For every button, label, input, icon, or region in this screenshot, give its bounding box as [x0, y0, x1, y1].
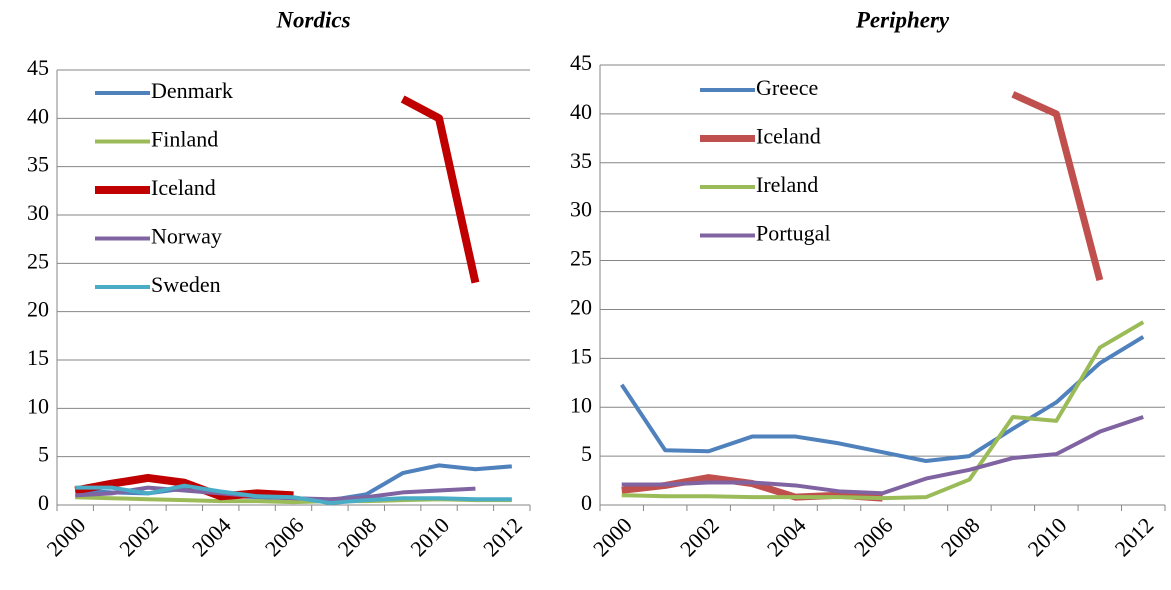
- y-tick-label: 45: [570, 50, 592, 75]
- y-tick-label: 30: [27, 200, 49, 225]
- x-tick-label: 2012: [1110, 512, 1159, 561]
- series-line: [620, 335, 1145, 463]
- legend-label: Iceland: [151, 175, 216, 200]
- x-tick-label: 2010: [405, 512, 454, 561]
- y-tick-label: 30: [570, 197, 592, 222]
- y-tick-label: 20: [570, 294, 592, 319]
- x-tick-label: 2004: [187, 512, 236, 561]
- legend-label: Sweden: [151, 272, 221, 297]
- y-tick-label: 35: [27, 152, 49, 177]
- y-tick-label: 0: [38, 490, 49, 515]
- y-tick-label: 5: [38, 442, 49, 467]
- series-line: [621, 320, 1145, 501]
- y-tick-label: 40: [570, 99, 592, 124]
- legend-label: Portugal: [756, 221, 831, 246]
- legend-label: Greece: [756, 75, 818, 100]
- series-line: [75, 483, 512, 506]
- x-tick-label: 2010: [1023, 512, 1072, 561]
- series-line: [621, 415, 1144, 496]
- y-tick-label: 0: [581, 490, 592, 515]
- series-line: [621, 91, 1104, 502]
- y-tick-label: 40: [27, 103, 49, 128]
- y-tick-label: 25: [27, 248, 49, 273]
- x-tick-label: 2006: [260, 512, 309, 561]
- x-tick-label: 2002: [675, 512, 724, 561]
- y-tick-label: 5: [581, 441, 592, 466]
- x-tick-label: 2008: [936, 512, 985, 561]
- x-tick-label: 2008: [333, 512, 382, 561]
- y-tick-label: 20: [27, 297, 49, 322]
- legend-label: Iceland: [756, 124, 821, 149]
- x-tick-label: 2012: [478, 512, 527, 561]
- x-tick-label: 2002: [114, 512, 163, 561]
- legend-label: Finland: [151, 127, 218, 152]
- y-tick-label: 15: [570, 343, 592, 368]
- y-tick-label: 15: [27, 345, 49, 370]
- y-tick-label: 25: [570, 246, 592, 271]
- x-tick-label: 2006: [849, 512, 898, 561]
- legend-label: Norway: [151, 224, 222, 249]
- y-tick-label: 35: [570, 148, 592, 173]
- y-tick-label: 10: [570, 392, 592, 417]
- chart-title: Nordics: [275, 7, 350, 32]
- x-tick-label: 2000: [588, 512, 637, 561]
- x-tick-label: 2004: [762, 512, 811, 561]
- legend-label: Ireland: [756, 172, 818, 197]
- legend-label: Denmark: [151, 78, 233, 103]
- y-tick-label: 45: [27, 55, 49, 80]
- y-tick-label: 10: [27, 393, 49, 418]
- series-line: [74, 95, 480, 501]
- chart-title: Periphery: [855, 7, 950, 32]
- x-tick-label: 2000: [42, 512, 91, 561]
